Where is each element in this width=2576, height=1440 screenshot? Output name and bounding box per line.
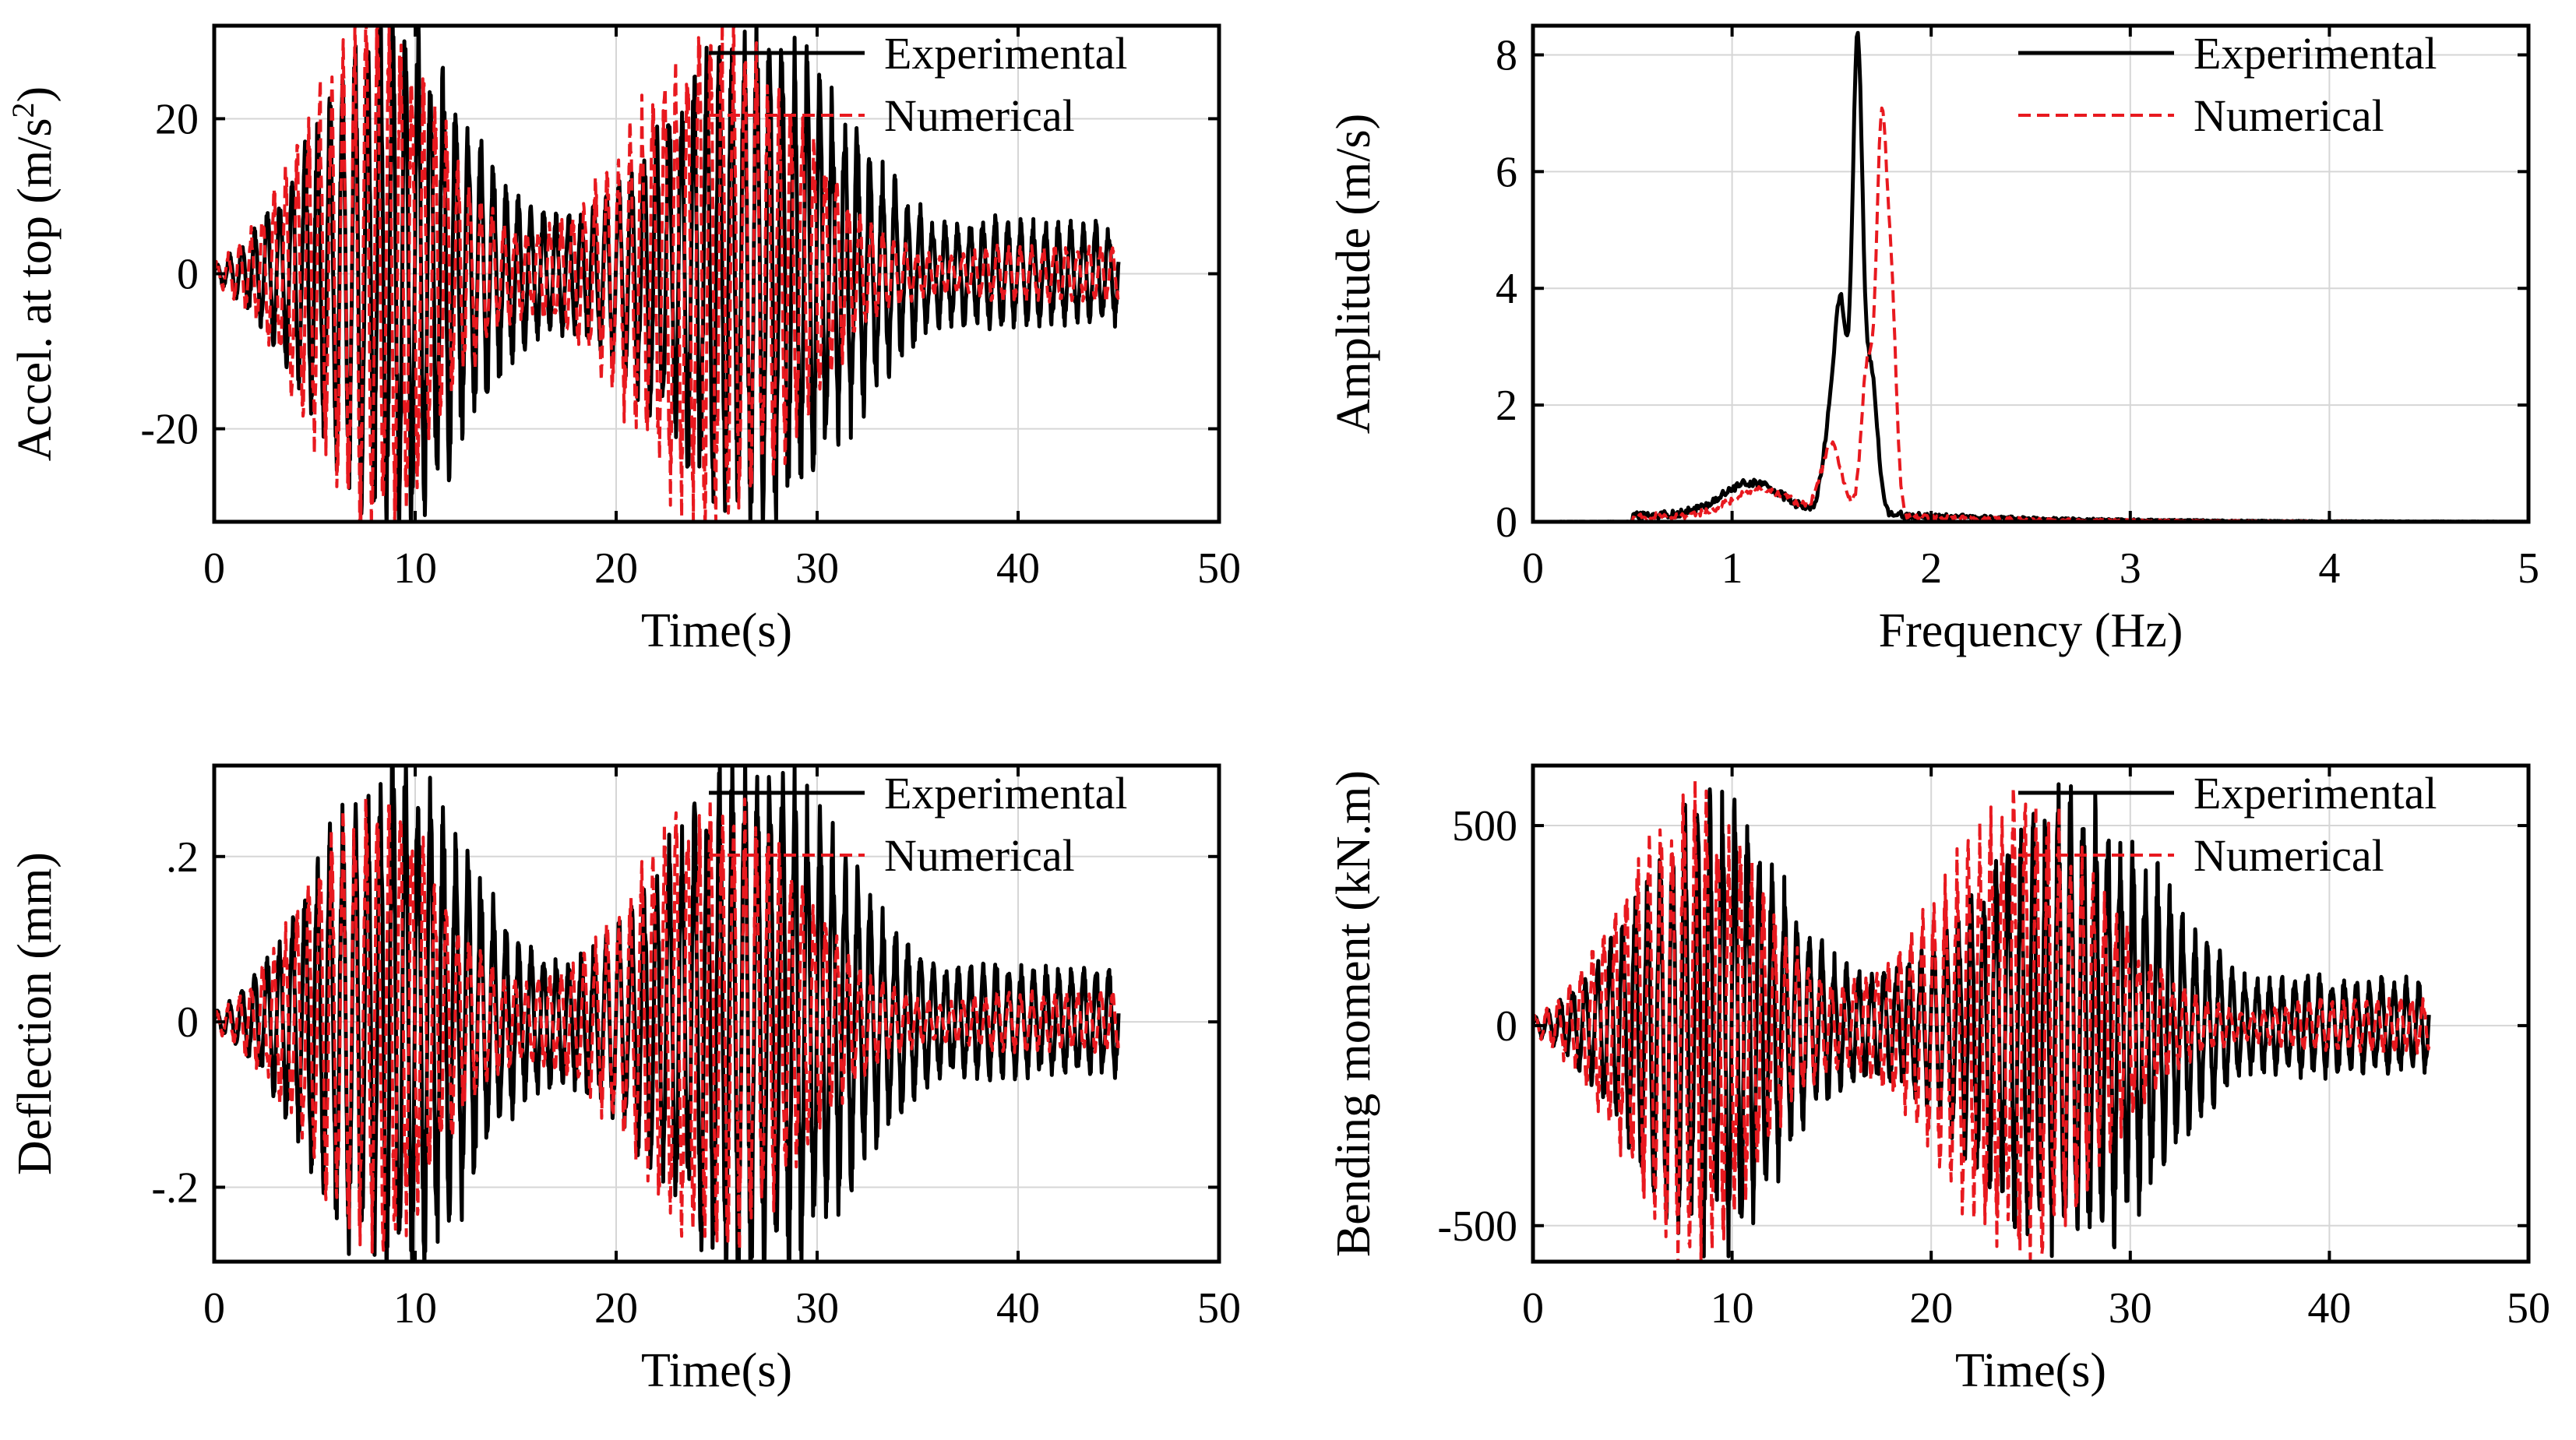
x-tick-label: 5 [2518,544,2539,593]
x-tick-label: 50 [2507,1284,2550,1333]
x-tick-label: 0 [203,544,225,593]
y-tick-label: .2 [166,833,199,882]
x-tick-label: 30 [795,544,839,593]
x-tick-label: 10 [393,1284,437,1333]
y-tick-label: 0 [177,251,199,299]
y-tick-label: 2 [1496,382,1517,430]
y-axis-label: Amplitude (m/s) [1327,114,1380,435]
x-tick-label: 20 [594,1284,638,1333]
x-tick-label: 0 [1522,1284,1544,1333]
y-tick-label: 0 [1496,1002,1517,1051]
legend: Experimental Numerical [709,28,1127,141]
y-tick-label: 0 [1496,498,1517,547]
axes-frame [212,763,1221,1264]
x-axis-label: Time(s) [641,604,792,657]
x-tick-label: 30 [2109,1284,2152,1333]
x-tick-label: 50 [1197,544,1241,593]
y-tick-label: 0 [177,998,199,1047]
x-axis-label: Time(s) [641,1344,792,1397]
axes-frame [1531,763,2531,1264]
x-tick-label: 3 [2120,544,2141,593]
x-tick-label: 1 [1721,544,1743,593]
legend-label-experimental: Experimental [2194,28,2437,79]
x-tick-label: 40 [996,1284,1040,1333]
legend: Experimental Numerical [2018,28,2437,141]
y-tick-label: 6 [1496,148,1517,196]
x-tick-label: 40 [2307,1284,2351,1333]
y-axis-label: Accel. at top (m/s2) [5,86,62,461]
x-tick-label: 10 [1711,1284,1754,1333]
y-tick-label: -.2 [151,1164,199,1212]
x-tick-label: 20 [1909,1284,1953,1333]
panel-deflection: 0 10 20 30 40 50 -.2 0 .2 Time(s) Deflection (mm) E… [9,763,1241,1397]
legend-label-numerical: Numerical [2194,830,2384,881]
series-line-numerical [1533,106,2528,522]
legend-label-numerical: Numerical [2194,90,2384,141]
y-tick-label: 4 [1496,265,1517,313]
legend-label-numerical: Numerical [884,830,1075,881]
x-tick-label: 10 [393,544,437,593]
legend-label-experimental: Experimental [884,28,1127,79]
legend: Experimental Numerical [709,768,1127,881]
x-axis-label: Time(s) [1955,1344,2106,1397]
x-tick-label: 0 [1522,544,1544,593]
legend-label-experimental: Experimental [2194,768,2437,819]
series-line-numerical [214,26,1120,522]
y-tick-label: 8 [1496,31,1517,79]
series-line-numerical [1533,778,2431,1262]
x-tick-label: 50 [1197,1284,1241,1333]
axes-frame [1531,23,2531,524]
x-tick-label: 40 [996,544,1040,593]
y-tick-label: 500 [1452,802,1517,850]
y-axis-label: Deflection (mm) [9,852,62,1175]
x-axis-label: Frequency (Hz) [1879,604,2183,657]
x-tick-label: 0 [203,1284,225,1333]
legend-label-numerical: Numerical [884,90,1075,141]
x-tick-label: 20 [594,544,638,593]
legend: Experimental Numerical [2018,768,2437,881]
series-line-numerical [214,797,1120,1254]
grid-fft [1533,26,2528,522]
y-axis-label: Bending moment (kN.m) [1327,770,1380,1257]
legend-label-experimental: Experimental [884,768,1127,819]
y-tick-label: -20 [140,406,199,454]
x-tick-label: 2 [1920,544,1942,593]
y-tick-label: 20 [155,95,199,143]
y-tick-label: -500 [1437,1202,1517,1251]
x-tick-label: 4 [2318,544,2340,593]
x-tick-label: 30 [795,1284,839,1333]
panel-fft: 0 1 2 3 4 5 0 2 4 6 8 Frequency (Hz) Amplitude (m/s)… [1327,23,2539,657]
